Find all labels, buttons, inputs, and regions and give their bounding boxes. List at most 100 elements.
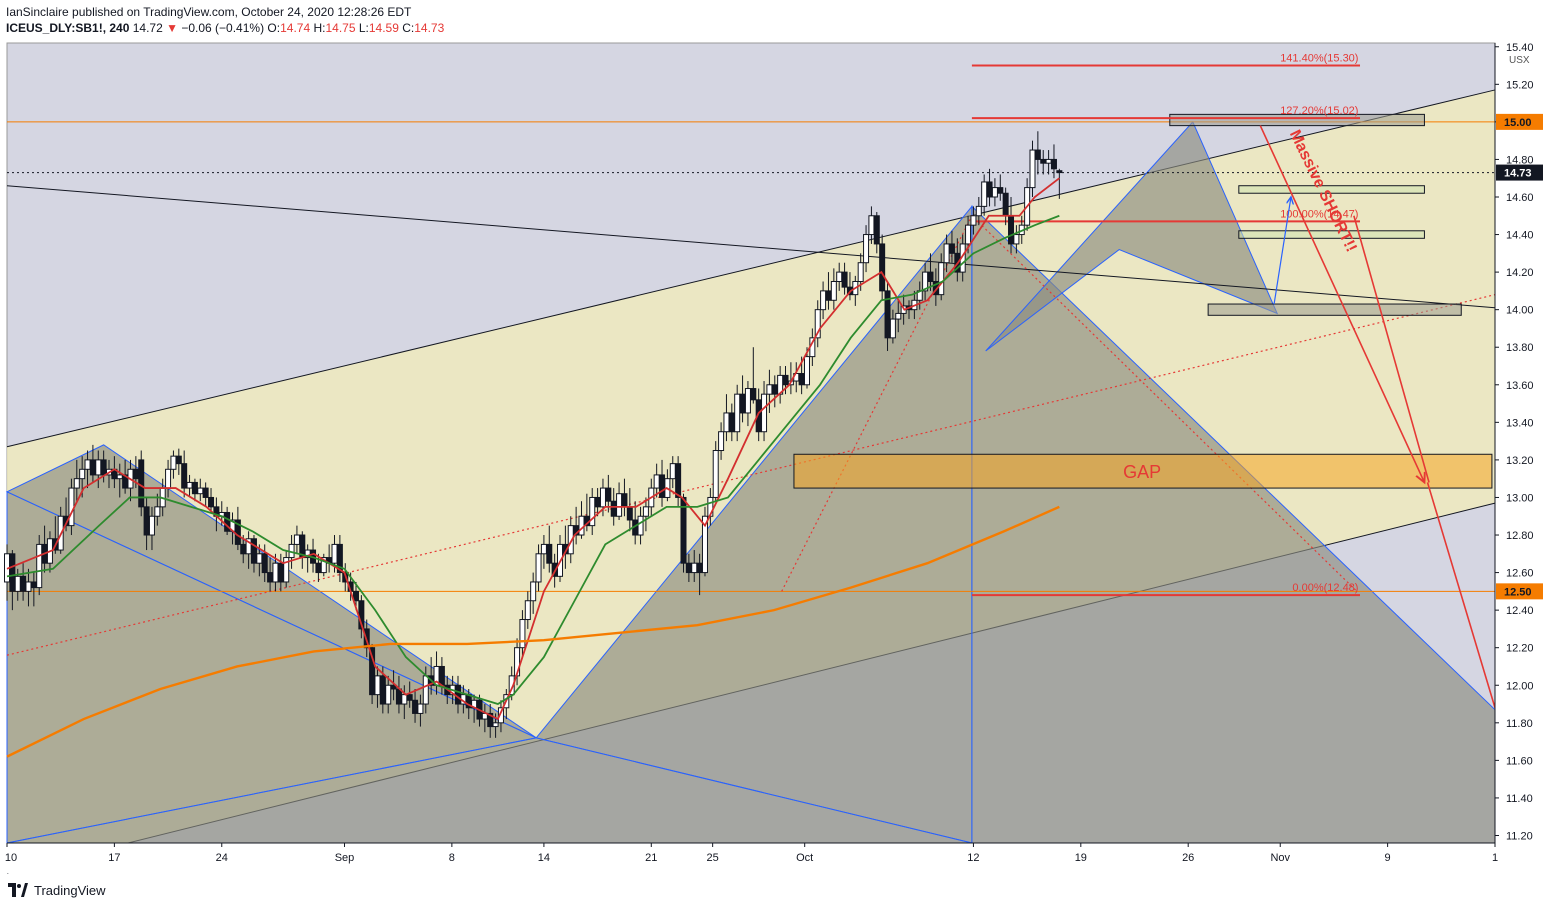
time-axis-bg	[0, 843, 1550, 873]
y-tick-label-15: 12.40	[1506, 605, 1534, 617]
candle-body-81	[438, 665, 445, 686]
open-value: 14.74	[280, 21, 311, 35]
candle-body-12	[68, 487, 75, 527]
candle-body-195	[1050, 158, 1057, 170]
candle-body-31	[170, 455, 177, 470]
candle-body-136	[734, 393, 741, 433]
target-box-1440	[1238, 230, 1425, 239]
candle-body-132	[712, 450, 719, 498]
candle-body-59	[320, 557, 327, 574]
x-tick-label-3: Sep	[335, 852, 355, 864]
y-tick-label-1: 15.20	[1506, 79, 1534, 91]
candle-body-49	[267, 572, 274, 583]
candle-body-48	[261, 553, 268, 574]
target-box-15	[1169, 113, 1425, 127]
candle-body-18	[100, 459, 107, 476]
candle-body-128	[691, 562, 698, 574]
candle-body-186	[1002, 192, 1009, 217]
price-tag-bg-2	[1496, 583, 1543, 600]
candle-body-193	[1040, 158, 1047, 164]
candle-body-156	[841, 271, 848, 288]
candle-body-133	[718, 431, 725, 452]
candle-body-176	[948, 243, 955, 254]
candle-body-58	[315, 562, 322, 574]
candle-body-15	[84, 459, 91, 470]
publisher-name[interactable]: IanSinclaire	[6, 5, 69, 19]
candle-body-101	[546, 543, 553, 564]
candle-body-75	[406, 694, 413, 701]
y-tick-label-7: 14.00	[1506, 305, 1534, 317]
ema-line-2	[6, 505, 1060, 758]
candle-body-191	[1029, 149, 1036, 189]
candle-body-161	[868, 215, 875, 236]
candle-body-194	[1045, 158, 1052, 164]
x-tick-label-1: 17	[108, 852, 120, 864]
candle-body-114	[616, 493, 623, 517]
candle-body-47	[256, 553, 263, 564]
candle-body-116	[626, 506, 633, 521]
candle-body-71	[385, 684, 392, 705]
y-tick-label-5: 14.40	[1506, 230, 1534, 242]
candle-body-155	[836, 271, 843, 282]
x-tick-label-6: 21	[645, 852, 657, 864]
x-tick-label-12: Nov	[1270, 852, 1290, 864]
candle-body-118	[637, 515, 644, 536]
candle-body-74	[401, 694, 408, 705]
candle-body-51	[277, 562, 284, 583]
price-change: −0.06 (−0.41%)	[181, 21, 265, 35]
x-tick-label-10: 19	[1075, 852, 1087, 864]
x-tick-label-8: Oct	[796, 852, 813, 864]
footer-brand: TradingView	[34, 882, 106, 898]
candle-body-122	[659, 474, 666, 498]
candle-body-16	[89, 459, 96, 476]
candle-body-166	[895, 312, 902, 320]
candle-body-172	[927, 271, 934, 282]
candle-body-134	[723, 412, 730, 433]
candle-body-121	[653, 474, 660, 489]
x-tick-label-2: 24	[216, 852, 228, 864]
tradingview-footer[interactable]: TradingView	[8, 880, 106, 900]
published-text: published on TradingView.com, October 24…	[72, 5, 412, 19]
candle-body-46	[250, 538, 257, 564]
candle-body-28	[154, 506, 161, 517]
target-box-14	[1207, 303, 1462, 316]
short-arrow-extension	[1426, 482, 1496, 709]
low-label: L:	[358, 21, 369, 35]
candle-body-142	[766, 384, 773, 395]
candle-body-96	[519, 619, 526, 649]
candle-body-154	[830, 280, 837, 301]
candle-body-100	[540, 543, 547, 555]
candle-body-2	[14, 575, 21, 592]
candle-body-165	[889, 318, 896, 339]
y-tick-label-20: 11.40	[1506, 793, 1533, 805]
candle-body-105	[567, 525, 574, 555]
down-arrow-icon: ▼	[166, 21, 178, 35]
low-value: 14.59	[368, 21, 399, 35]
ohlc-legend: ICEUS_DLY:SB1!, 240 14.72 ▼ −0.06 (−0.41…	[6, 20, 1006, 36]
candle-body-90	[487, 712, 494, 728]
ema-line-1	[6, 214, 1060, 706]
candle-body-14	[79, 468, 86, 480]
candle-body-111	[599, 487, 606, 508]
y-tick-label-13: 12.80	[1506, 530, 1534, 542]
candle-body-138	[744, 388, 751, 414]
target-box-1464	[1238, 185, 1425, 194]
y-tick-label-16: 12.20	[1506, 643, 1534, 655]
candle-body-188	[1013, 234, 1020, 245]
y-unit-label: USX	[1509, 55, 1530, 66]
y-tick-label-8: 13.80	[1506, 342, 1534, 354]
candle-body-107	[578, 515, 585, 536]
candle-body-126	[680, 496, 687, 564]
symbol-label[interactable]: ICEUS_DLY:SB1!, 240	[6, 21, 130, 35]
y-tick-label-9: 13.60	[1506, 380, 1534, 392]
dotted-midline	[6, 294, 1496, 656]
short-arrow-b	[1353, 215, 1430, 483]
y-tick-label-17: 12.00	[1506, 680, 1534, 692]
y-tick-label-12: 13.00	[1506, 492, 1534, 504]
candle-body-185	[997, 187, 1004, 194]
candle-body-196	[1056, 170, 1063, 174]
price-tag-label-2: 12.50	[1504, 586, 1532, 598]
channel-upper-line	[6, 89, 1496, 448]
candle-body-54	[293, 534, 300, 545]
